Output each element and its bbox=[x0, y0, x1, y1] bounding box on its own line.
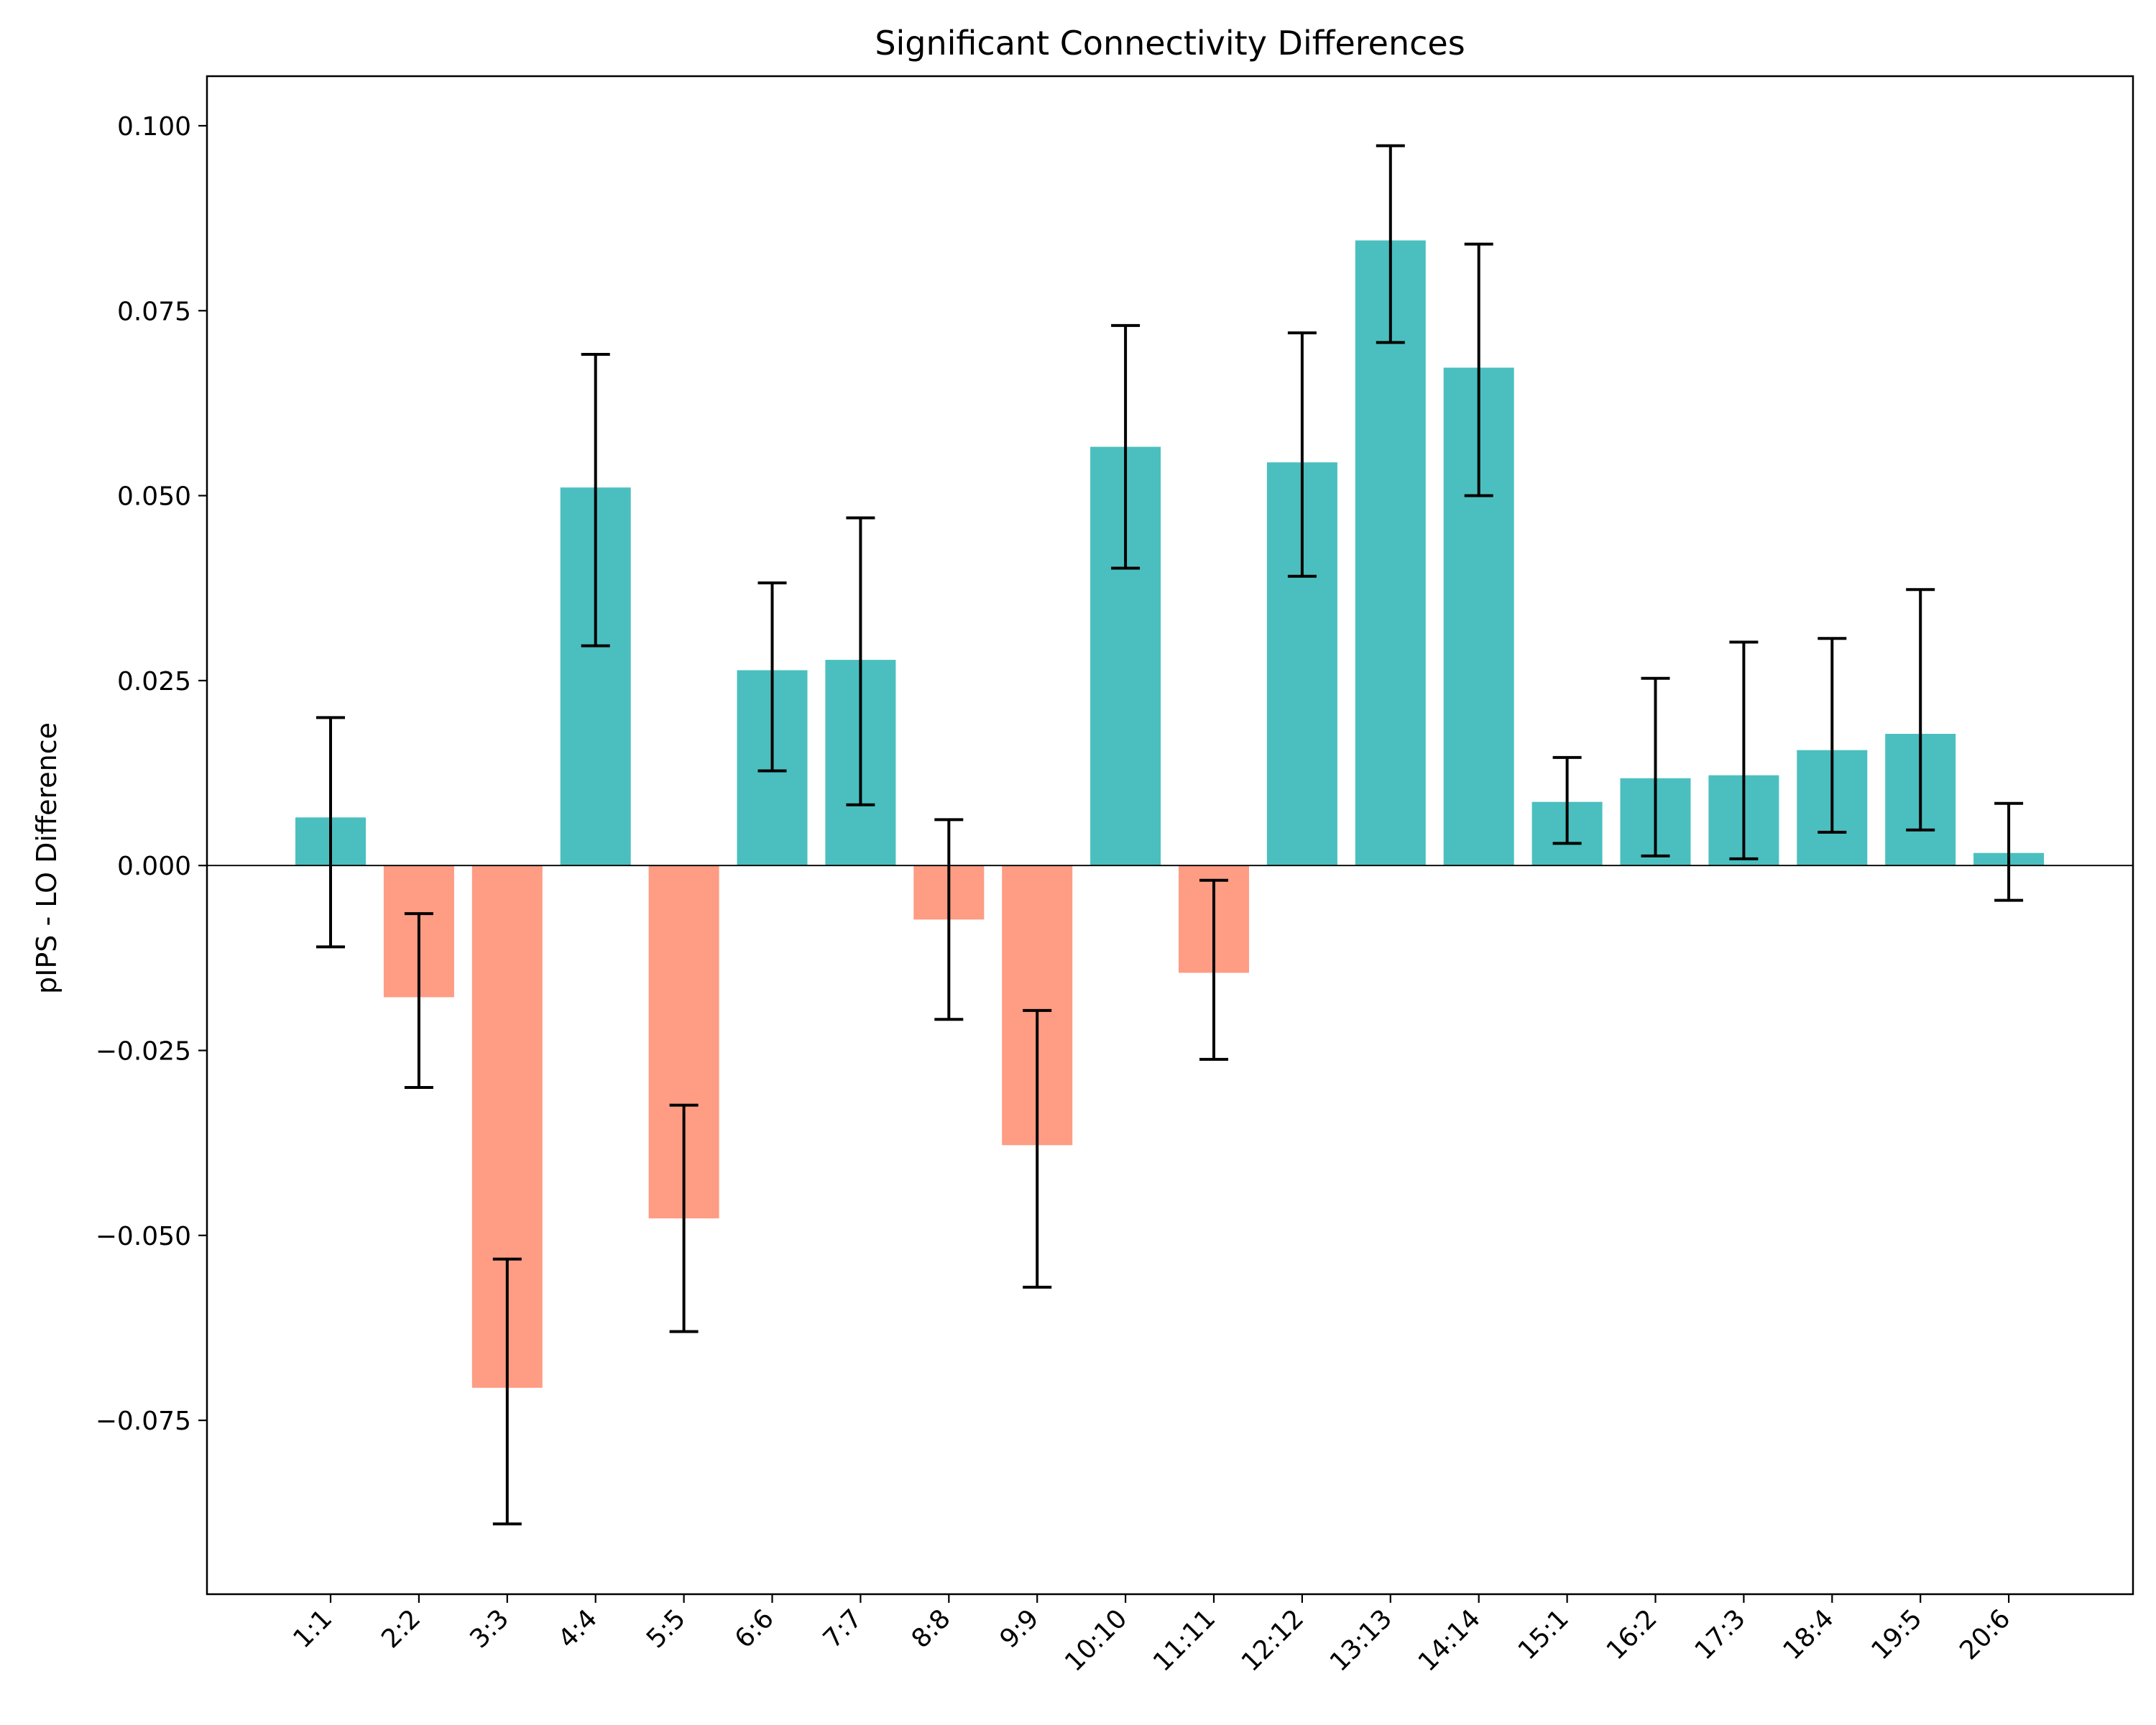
y-tick-label: 0.100 bbox=[117, 112, 191, 142]
x-tick-label: 10:10 bbox=[1059, 1604, 1133, 1677]
x-tick-label: 20:6 bbox=[1954, 1604, 2016, 1665]
x-tick-label: 13:13 bbox=[1325, 1604, 1398, 1677]
x-tick-label: 9:9 bbox=[995, 1604, 1045, 1654]
error-bar-3 bbox=[492, 1257, 522, 1526]
x-tick-label: 18:4 bbox=[1778, 1604, 1840, 1665]
x-tick-label: 16:2 bbox=[1601, 1604, 1663, 1665]
error-bar-1 bbox=[316, 716, 345, 949]
y-tick-label: 0.050 bbox=[117, 482, 191, 512]
x-tick-label: 6:6 bbox=[729, 1604, 780, 1654]
x-tick-label: 7:7 bbox=[818, 1604, 868, 1654]
x-tick-label: 14:14 bbox=[1413, 1604, 1486, 1677]
plot-area: 0.100 0.075 0.050 0.025 0.000 −0.025 −0.050 −0.… bbox=[96, 112, 2133, 1678]
error-bar-10 bbox=[1111, 323, 1141, 570]
bar-13 bbox=[1355, 240, 1426, 866]
error-bar-8 bbox=[934, 818, 964, 1021]
error-bar-9 bbox=[1023, 1008, 1052, 1289]
y-tick-label: −0.050 bbox=[96, 1222, 191, 1251]
y-axis-label: pIPS - LO Difference bbox=[31, 722, 63, 994]
x-tick-label: 11:11 bbox=[1148, 1604, 1221, 1677]
error-bar-5 bbox=[669, 1103, 699, 1333]
error-bar-12 bbox=[1287, 331, 1317, 578]
error-bar-14 bbox=[1464, 242, 1493, 497]
x-tick-label: 2:2 bbox=[376, 1604, 426, 1654]
error-bar-13 bbox=[1376, 144, 1405, 344]
error-bar-2 bbox=[404, 912, 433, 1089]
error-bar-11 bbox=[1199, 878, 1228, 1061]
x-tick-label: 3:3 bbox=[464, 1604, 515, 1654]
x-tick-label: 15:1 bbox=[1513, 1604, 1575, 1665]
x-tick-label: 8:8 bbox=[906, 1604, 957, 1654]
x-tick-label: 19:5 bbox=[1866, 1604, 1927, 1665]
y-tick-label: −0.075 bbox=[96, 1407, 191, 1436]
error-bar-18 bbox=[1818, 637, 1847, 834]
x-tick-label: 1:1 bbox=[287, 1604, 338, 1654]
y-tick-label: −0.025 bbox=[96, 1037, 191, 1067]
x-tick-label: 5:5 bbox=[641, 1604, 691, 1654]
error-bar-4 bbox=[581, 352, 610, 648]
error-bar-6 bbox=[757, 581, 787, 773]
x-tick-label: 4:4 bbox=[553, 1604, 603, 1654]
chart-title: Significant Connectivity Differences bbox=[875, 24, 1465, 63]
error-bar-16 bbox=[1641, 676, 1670, 857]
error-bar-15 bbox=[1552, 755, 1582, 845]
error-bar-20 bbox=[1994, 801, 2024, 902]
x-tick-label: 12:12 bbox=[1236, 1604, 1309, 1677]
axes-frame bbox=[206, 75, 2134, 1596]
y-tick-label: 0.000 bbox=[117, 852, 191, 881]
error-bar-19 bbox=[1906, 588, 1935, 832]
error-bar-17 bbox=[1729, 640, 1759, 860]
x-tick-label: 17:3 bbox=[1690, 1604, 1751, 1665]
error-bar-7 bbox=[846, 516, 875, 806]
y-tick-label: 0.025 bbox=[117, 667, 191, 696]
y-tick-label: 0.075 bbox=[117, 297, 191, 326]
